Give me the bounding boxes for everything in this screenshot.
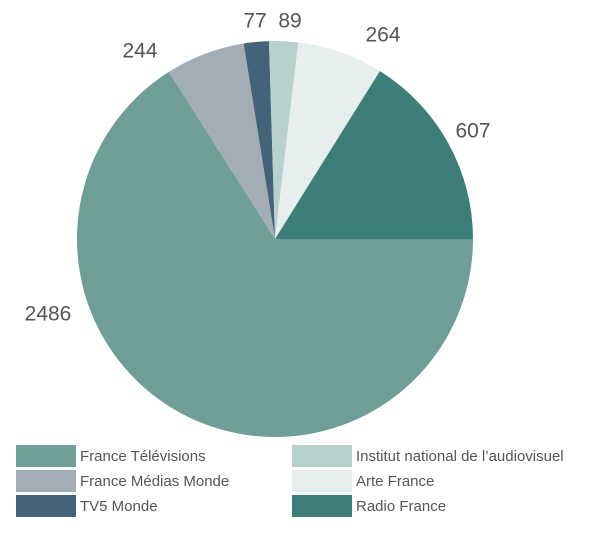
legend-swatch [292,495,352,517]
data-label: 2486 [25,303,72,326]
legend-swatch [16,495,76,517]
data-label: 77 [243,10,266,33]
legend-label: Radio France [356,498,446,515]
pie-slice [76,71,474,438]
legend-label: Institut national de l’audiovisuel [356,448,564,465]
pie-slice [168,43,275,239]
pie-slice [268,40,299,239]
legend-label: France Médias Monde [80,473,229,490]
legend-label: France Télévisions [80,448,206,465]
pie-slice [275,42,380,239]
legend-swatch [16,470,76,492]
pie-slice [275,71,473,240]
data-label: 89 [278,10,301,33]
data-label: 264 [365,24,400,47]
legend-label: Arte France [356,473,434,490]
data-label: 607 [455,120,490,143]
legend-swatch [16,445,76,467]
legend-swatch [292,445,352,467]
legend-label: TV5 Monde [80,498,158,515]
pie-slice [243,41,275,239]
data-label: 244 [122,40,157,63]
legend-swatch [292,470,352,492]
